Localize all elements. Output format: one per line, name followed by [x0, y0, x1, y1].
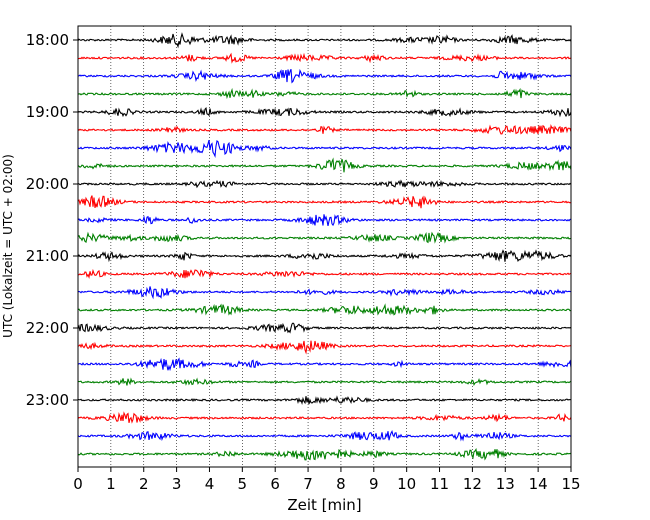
trace-line: [77, 179, 572, 189]
trace-line: [77, 448, 572, 461]
trace-line: [77, 157, 572, 173]
trace-line: [77, 214, 572, 227]
x-tick-label: 13: [496, 475, 515, 493]
x-axis-ticks: 0 1 2 3 4 5 6 7 8 9 10 11 12 13 14 15: [73, 467, 581, 493]
trace-line: [77, 357, 572, 372]
y-tick-label: 22:00: [26, 319, 69, 337]
trace-line: [77, 139, 572, 159]
y-axis-ticks: 18:00 19:00 20:00 21:00 22:00 23:00: [26, 31, 78, 409]
x-tick-label: 3: [172, 475, 182, 493]
x-tick-label: 7: [303, 475, 313, 493]
x-tick-label: 14: [529, 475, 548, 493]
x-tick-label: 6: [270, 475, 280, 493]
trace-line: [77, 32, 572, 49]
x-tick-label: 8: [336, 475, 346, 493]
trace-line: [77, 268, 572, 280]
trace-line: [77, 340, 572, 355]
y-tick-label: 20:00: [26, 175, 69, 193]
trace-line: [77, 395, 572, 406]
trace-line: [77, 322, 572, 334]
trace-line: [77, 68, 572, 84]
trace-line: [77, 52, 572, 64]
trace-line: [77, 231, 572, 244]
trace-line: [77, 249, 572, 263]
x-tick-label: 2: [139, 475, 149, 493]
trace-line: [77, 107, 572, 118]
y-axis-label: UTC (Lokalzeit = UTC + 02:00): [1, 154, 15, 338]
y-tick-label: 23:00: [26, 391, 69, 409]
x-tick-label: 9: [369, 475, 379, 493]
x-axis-label: Zeit [min]: [287, 496, 361, 514]
trace-group: [77, 32, 572, 461]
x-tick-label: 15: [561, 475, 580, 493]
y-tick-label: 21:00: [26, 247, 69, 265]
plot-frame: [77, 25, 572, 468]
trace-line: [77, 195, 572, 209]
trace-line: [77, 303, 572, 316]
trace-line: [77, 429, 572, 442]
x-tick-label: 0: [73, 475, 83, 493]
trace-line: [77, 286, 572, 300]
x-tick-label: 5: [238, 475, 248, 493]
y-tick-label: 19:00: [26, 103, 69, 121]
x-tick-label: 10: [397, 475, 416, 493]
x-tick-label: 12: [463, 475, 482, 493]
trace-line: [77, 377, 572, 387]
trace-line: [77, 87, 572, 100]
trace-line: [77, 124, 572, 135]
x-tick-label: 11: [430, 475, 449, 493]
y-tick-label: 18:00: [26, 31, 69, 49]
trace-line: [77, 411, 572, 424]
x-tick-label: 1: [106, 475, 116, 493]
x-tick-label: 4: [205, 475, 215, 493]
